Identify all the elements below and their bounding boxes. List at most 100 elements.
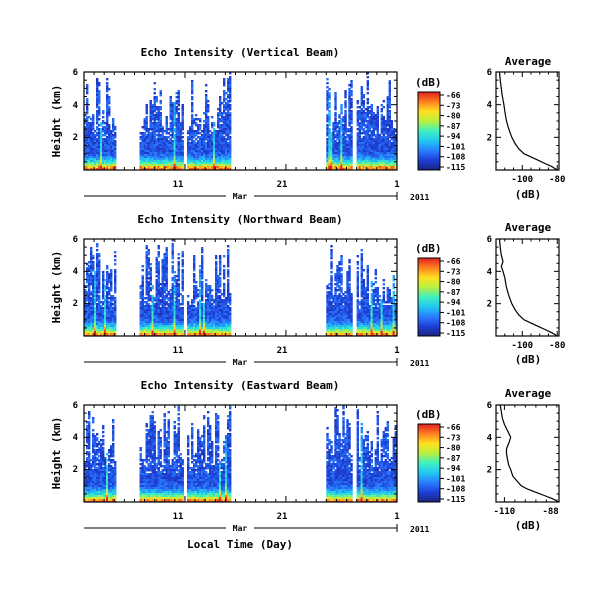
heatmap-cell bbox=[173, 277, 176, 280]
heatmap-cell bbox=[386, 114, 390, 117]
heatmap-cell bbox=[194, 295, 198, 298]
heatmap-cell bbox=[145, 116, 148, 119]
heatmap-cell bbox=[226, 160, 230, 163]
heatmap-cell bbox=[169, 138, 172, 141]
heatmap-cell bbox=[155, 309, 158, 312]
heatmap-cell bbox=[364, 160, 368, 163]
heatmap-cell bbox=[188, 309, 192, 312]
heatmap-cell bbox=[88, 134, 91, 137]
heatmap-cell bbox=[157, 309, 160, 312]
heatmap-cell bbox=[104, 295, 107, 298]
heatmap-cell bbox=[326, 166, 329, 169]
heatmap-cell bbox=[94, 291, 97, 294]
heatmap-cell bbox=[346, 299, 349, 302]
heatmap-cell bbox=[224, 305, 228, 308]
heatmap-cell bbox=[206, 156, 210, 159]
heatmap-cell bbox=[388, 94, 392, 97]
heatmap-cell bbox=[206, 116, 210, 119]
heatmap-cell bbox=[151, 305, 154, 308]
heatmap-cell bbox=[153, 146, 156, 149]
heatmap-cell bbox=[368, 156, 372, 159]
heatmap-cell bbox=[204, 321, 208, 324]
heatmap-cell bbox=[139, 168, 142, 170]
heatmap-cell bbox=[374, 126, 378, 129]
heatmap-cell bbox=[110, 295, 113, 298]
heatmap-cell bbox=[171, 261, 174, 264]
heatmap-cell bbox=[194, 323, 198, 326]
heatmap-cell bbox=[386, 116, 390, 119]
heatmap-cell bbox=[338, 126, 341, 129]
heatmap-cell bbox=[336, 136, 339, 139]
heatmap-cell bbox=[326, 140, 329, 143]
heatmap-cell bbox=[92, 142, 95, 145]
heatmap-cell bbox=[96, 122, 99, 125]
heatmap-cell bbox=[173, 106, 176, 109]
heatmap-cell bbox=[179, 311, 182, 314]
heatmap-cell bbox=[96, 285, 99, 288]
heatmap-cell bbox=[342, 331, 345, 334]
heatmap-cell bbox=[206, 325, 210, 328]
heatmap-cell bbox=[151, 158, 154, 161]
heatmap-cell bbox=[96, 78, 99, 81]
heatmap-cell bbox=[356, 124, 360, 127]
heatmap-cell bbox=[388, 88, 392, 91]
heatmap-cell bbox=[86, 275, 89, 278]
heatmap-cell bbox=[165, 317, 168, 320]
year-label: 2011 bbox=[410, 193, 429, 202]
heatmap-cell bbox=[179, 168, 182, 170]
heatmap-cell bbox=[169, 331, 172, 334]
heatmap-cell bbox=[346, 293, 349, 296]
heatmap-cell bbox=[390, 150, 394, 153]
heatmap-cell bbox=[100, 134, 103, 137]
heatmap-cell bbox=[356, 146, 360, 149]
heatmap-cell bbox=[348, 102, 351, 105]
heatmap-cell bbox=[163, 142, 166, 145]
heatmap-cell bbox=[344, 120, 347, 123]
heatmap-cell bbox=[226, 249, 230, 252]
heatmap-cell bbox=[104, 311, 107, 314]
heatmap-cell bbox=[149, 317, 152, 320]
heatmap-cell bbox=[204, 291, 208, 294]
heatmap-cell bbox=[159, 325, 162, 328]
heatmap-cell bbox=[94, 142, 97, 145]
heatmap-cell bbox=[212, 313, 216, 316]
heatmap-cell bbox=[90, 158, 93, 161]
heatmap-cell bbox=[96, 329, 99, 332]
heatmap-cell bbox=[336, 275, 339, 278]
heatmap-cell bbox=[163, 130, 166, 133]
heatmap-cell bbox=[226, 281, 230, 284]
heatmap-cell bbox=[165, 265, 168, 268]
heatmap-cell bbox=[218, 317, 222, 320]
heatmap-cell bbox=[372, 134, 376, 137]
heatmap-cell bbox=[346, 289, 349, 292]
heatmap-cell bbox=[346, 303, 349, 306]
heatmap-cell bbox=[163, 325, 166, 328]
heatmap-cell bbox=[153, 321, 156, 324]
heatmap-cell bbox=[226, 297, 230, 300]
heatmap-cell bbox=[92, 321, 95, 324]
heatmap-cell bbox=[106, 94, 109, 97]
heatmap-cell bbox=[100, 148, 103, 151]
heatmap-cell bbox=[90, 297, 93, 300]
heatmap-cell bbox=[157, 162, 160, 165]
heatmap-cell bbox=[139, 321, 142, 324]
heatmap-cell bbox=[360, 118, 364, 121]
heatmap-cell bbox=[90, 134, 93, 137]
heatmap-cell bbox=[169, 297, 172, 300]
heatmap-cell bbox=[228, 164, 232, 167]
heatmap-cell bbox=[179, 132, 182, 135]
heatmap-cell bbox=[147, 253, 150, 256]
heatmap-cell bbox=[224, 331, 228, 334]
heatmap-cell bbox=[388, 144, 392, 147]
heatmap-cell bbox=[336, 122, 339, 125]
heatmap-cell bbox=[376, 144, 380, 147]
heatmap-cell bbox=[330, 303, 333, 306]
heatmap-cell bbox=[159, 299, 162, 302]
heatmap-cell bbox=[334, 327, 337, 330]
heatmap-cell bbox=[366, 152, 370, 155]
heatmap-cell bbox=[210, 327, 214, 330]
heatmap-cell bbox=[350, 100, 353, 103]
heatmap-cell bbox=[216, 138, 220, 141]
heatmap-cell bbox=[100, 152, 103, 155]
